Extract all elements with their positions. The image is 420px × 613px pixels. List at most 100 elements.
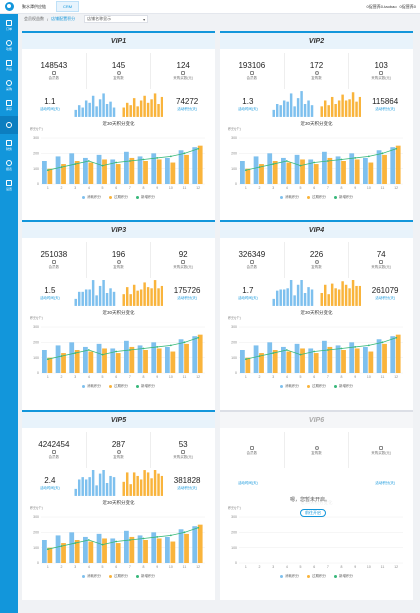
user-info[interactable]: 0促营养0-taobao 0促营养0 (367, 4, 416, 10)
series-point (73, 352, 76, 354)
mini-bar (128, 294, 132, 306)
legend-item[interactable]: 消耗积分 (280, 384, 299, 389)
series-point (60, 355, 62, 358)
chart-bar (87, 351, 93, 373)
y-tick-label: 0 (37, 561, 39, 565)
series-point (46, 169, 49, 172)
legend-item[interactable]: 新增积分 (334, 574, 353, 579)
mini-bar (146, 472, 149, 496)
x-tick-label: 4 (285, 375, 287, 379)
series-point (196, 526, 199, 529)
breadcrumb-home[interactable]: 会员权益数 (24, 16, 44, 21)
series-point (87, 349, 90, 351)
legend-item[interactable]: 新增积分 (136, 384, 155, 389)
mini-bar (121, 481, 125, 496)
mini-bar (326, 294, 330, 306)
sidebar-item-8[interactable]: 设置 (0, 176, 18, 194)
legend-item[interactable]: 消耗积分 (280, 574, 299, 579)
sidebar-item-2[interactable]: 商品 (0, 56, 18, 74)
chart-legend: 消耗积分 过期积分 新增积分 (22, 384, 215, 389)
breadcrumb-current[interactable]: 店铺配置积分 (51, 16, 76, 21)
active-amount: 活动积分(天) (361, 480, 409, 486)
mini-bar (84, 289, 88, 306)
sidebar-item-6[interactable]: 财务 (0, 136, 18, 154)
mini-bar (84, 100, 88, 117)
series-point (367, 155, 370, 158)
mini-bar (98, 99, 102, 117)
legend-item[interactable]: 消耗积分 (82, 384, 101, 389)
legend-item[interactable]: 消耗积分 (82, 574, 101, 579)
sidebar-item-4[interactable]: 库存 (0, 96, 18, 114)
chart-bar (109, 538, 115, 563)
mini-bar (319, 106, 323, 117)
legend-item[interactable]: 过期积分 (307, 195, 326, 200)
chart-bar (150, 153, 156, 184)
legend-item[interactable]: 过期积分 (307, 384, 326, 389)
consume-label: 来购买数(元) (371, 76, 392, 80)
user-icon (314, 260, 319, 264)
mini-bar (142, 95, 146, 117)
legend-label: 过期积分 (312, 195, 326, 199)
store-select[interactable]: 店铺名称显示 ▾ (84, 15, 149, 23)
sidebar-item-0[interactable]: 订单 (0, 16, 18, 34)
purchases-value: 145 (111, 61, 126, 70)
mini-bar (289, 93, 293, 117)
mini-bar (139, 100, 142, 117)
series-point (258, 355, 260, 358)
mini-bar (347, 288, 351, 306)
series-point (73, 542, 76, 544)
sidebar-item-3[interactable]: 采购 (0, 76, 18, 94)
series-point (312, 161, 315, 164)
sidebar-item-1[interactable]: 功能 (0, 36, 18, 54)
chart-bar (128, 536, 134, 563)
members-label: 会员数 (246, 76, 258, 80)
mini-bar (149, 99, 153, 117)
tab-crm[interactable]: CRM (56, 1, 80, 12)
legend-swatch (307, 575, 310, 578)
user-icon (116, 260, 121, 264)
legend-item[interactable]: 新增积分 (136, 195, 155, 200)
x-tick-label: 4 (87, 565, 89, 569)
legend-item[interactable]: 过期积分 (109, 195, 128, 200)
chart-bar (239, 350, 245, 373)
active-amount-value: 115864 (372, 96, 399, 106)
mini-bar (282, 289, 286, 306)
chart-bar (258, 353, 264, 373)
mini-bar (160, 285, 163, 306)
chart-bar (191, 336, 197, 373)
legend-item[interactable]: 过期积分 (109, 574, 128, 579)
legend-item[interactable]: 新增积分 (334, 195, 353, 200)
y-axis-unit: 积分(个) (30, 316, 43, 320)
breadcrumb-sep: / (47, 16, 49, 22)
x-tick-label: 5 (299, 186, 301, 190)
x-tick-label: 6 (313, 375, 315, 379)
mini-chart-orange (319, 92, 361, 117)
sidebar-item-5[interactable] (0, 116, 18, 134)
legend-item[interactable]: 消耗积分 (280, 195, 299, 200)
legend-item[interactable]: 新增积分 (136, 574, 155, 579)
sidebar-item-7[interactable]: 报表 (0, 156, 18, 174)
mini-bar (358, 285, 361, 306)
chart-bar (87, 162, 93, 184)
series-point (244, 169, 247, 172)
legend-swatch (334, 385, 337, 388)
active-value: 2.4 (44, 475, 56, 485)
enable-button[interactable]: 前往开启 (300, 509, 326, 517)
legend-item[interactable]: 消耗积分 (82, 195, 101, 200)
consume-value: 103 (374, 61, 388, 70)
user-icon (314, 445, 319, 450)
legend-swatch (307, 385, 310, 388)
vip-card-4: VIP4 326349 会员数 226 复购数 74 来购买数(元) 1.7 活… (220, 220, 413, 410)
legend-item[interactable]: 过期积分 (109, 384, 128, 389)
chart-bar (115, 164, 121, 184)
chart-bar (74, 540, 80, 563)
legend-item[interactable]: 过期积分 (307, 574, 326, 579)
legend-swatch (136, 196, 139, 199)
series-point (381, 341, 383, 344)
legend-item[interactable]: 新增积分 (334, 384, 353, 389)
mini-bar (91, 470, 95, 496)
active-days: 1.3 活动时间(天) (224, 97, 272, 112)
chart-legend: 消耗积分 过期积分 新增积分 (220, 384, 413, 389)
mini-bar (358, 96, 361, 117)
brand-logo[interactable] (0, 0, 18, 14)
